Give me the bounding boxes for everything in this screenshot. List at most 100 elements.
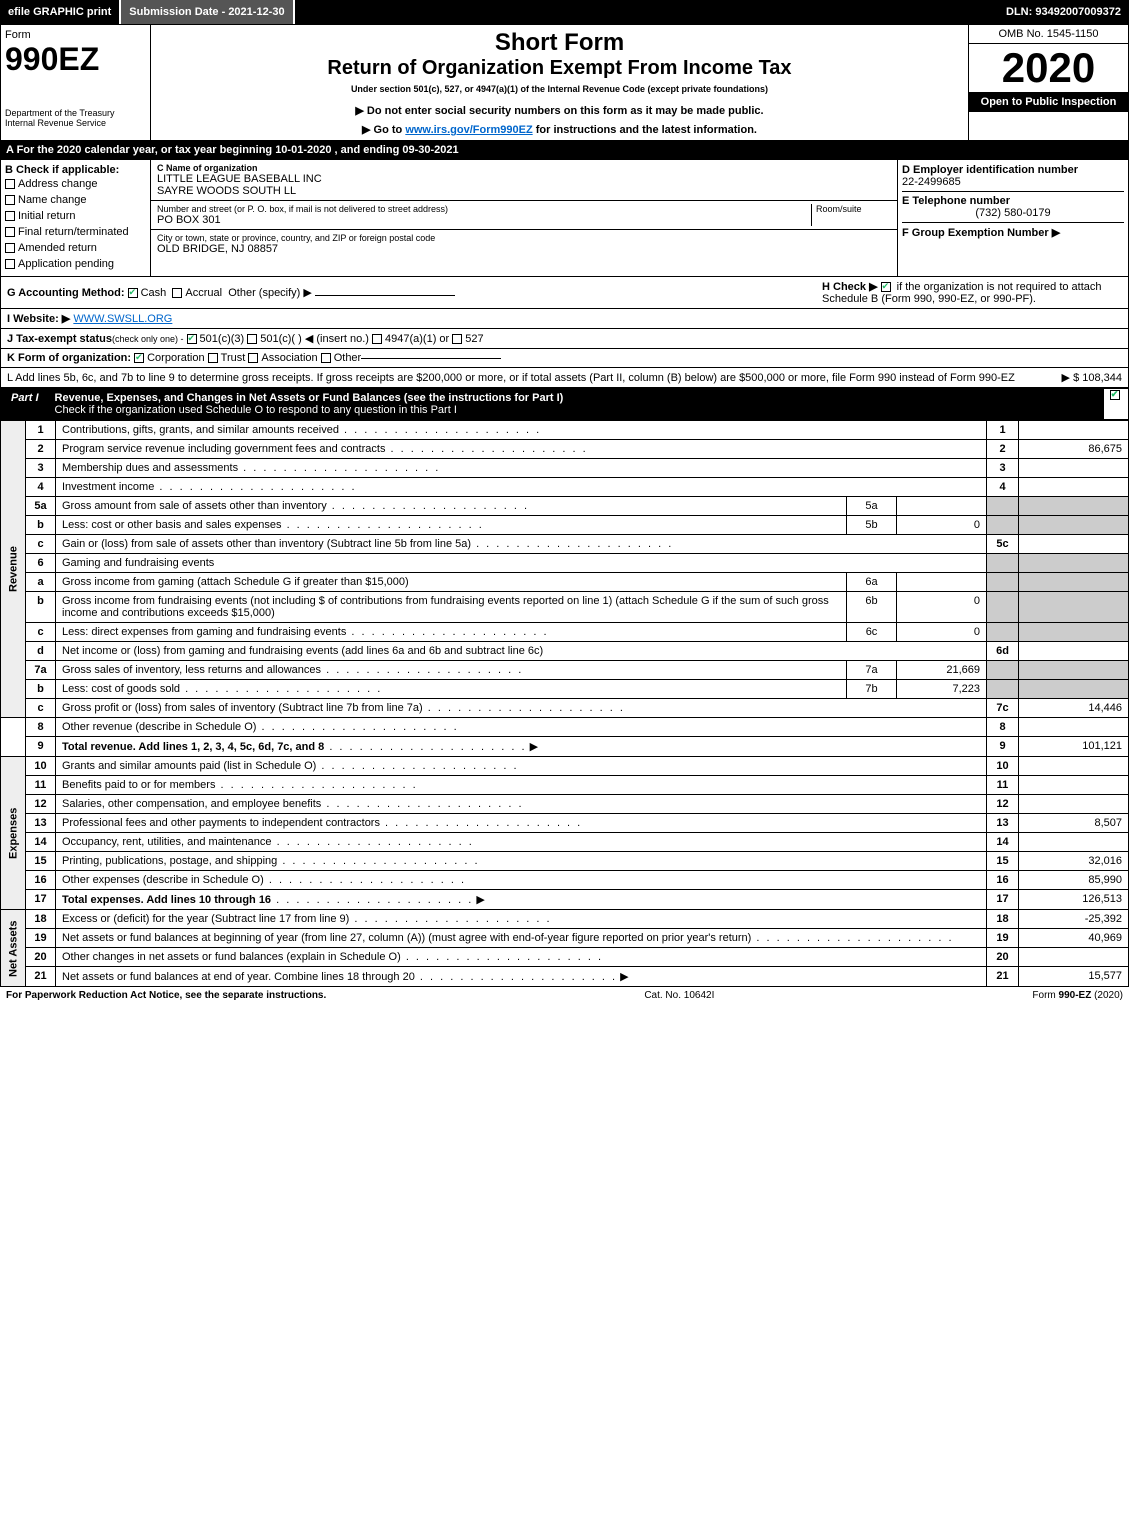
sub-idx: 6c: [847, 623, 897, 642]
sub-idx: 5b: [847, 516, 897, 535]
row-desc: Occupancy, rent, utilities, and maintena…: [62, 836, 474, 848]
row-val: [1019, 459, 1129, 478]
ssn-note: ▶ Do not enter social security numbers o…: [155, 104, 964, 117]
row-val: [1019, 718, 1129, 737]
netassets-side-label: Net Assets: [1, 910, 26, 987]
row-desc: Less: cost or other basis and sales expe…: [62, 519, 484, 531]
row-val: [1019, 757, 1129, 776]
501c3-label: 501(c)(3): [200, 333, 245, 345]
row-val: [1019, 948, 1129, 967]
527-checkbox[interactable]: [452, 334, 462, 344]
row-val: [1019, 421, 1129, 440]
g-label: G Accounting Method:: [7, 287, 125, 299]
website-link[interactable]: WWW.SWSLL.ORG: [73, 313, 172, 325]
form-number: 990EZ: [5, 41, 146, 78]
c-name-label: C Name of organization: [157, 163, 891, 173]
check-label: Application pending: [18, 258, 114, 270]
row-desc: Other changes in net assets or fund bala…: [62, 951, 603, 963]
row-idx: 6d: [987, 642, 1019, 661]
shade-cell: [1019, 661, 1129, 680]
row-idx: 21: [987, 967, 1019, 987]
row-num: 17: [26, 890, 56, 910]
check-name-change[interactable]: Name change: [5, 192, 146, 208]
accrual-checkbox[interactable]: [172, 288, 182, 298]
4947-checkbox[interactable]: [372, 334, 382, 344]
row-idx: 13: [987, 814, 1019, 833]
row-num: 21: [26, 967, 56, 987]
irs-label: Internal Revenue Service: [5, 118, 146, 128]
501c-checkbox[interactable]: [247, 334, 257, 344]
row-num: c: [26, 623, 56, 642]
part1-num: Part I: [1, 389, 49, 419]
part1-checknote: Check if the organization used Schedule …: [55, 404, 457, 416]
efile-print-label[interactable]: efile GRAPHIC print: [0, 0, 121, 24]
check-address-change[interactable]: Address change: [5, 176, 146, 192]
row-num: a: [26, 573, 56, 592]
shade-cell: [1019, 573, 1129, 592]
row-desc: Professional fees and other payments to …: [62, 817, 582, 829]
k-label: K Form of organization:: [7, 352, 131, 364]
check-label: Amended return: [18, 242, 97, 254]
check-final-return[interactable]: Final return/terminated: [5, 224, 146, 240]
row-num: 9: [26, 737, 56, 757]
check-application-pending[interactable]: Application pending: [5, 256, 146, 272]
row-desc: Gross income from gaming (attach Schedul…: [56, 573, 847, 592]
dln-label: DLN: 93492007009372: [998, 0, 1129, 24]
row-val: [1019, 795, 1129, 814]
cash-label: Cash: [141, 287, 167, 299]
phone-value: (732) 580-0179: [902, 207, 1124, 223]
row-num: 1: [26, 421, 56, 440]
omb-number: OMB No. 1545-1150: [969, 25, 1128, 44]
sub-val: 7,223: [897, 680, 987, 699]
row-num: b: [26, 680, 56, 699]
tax-exempt-line: J Tax-exempt status (check only one) - 5…: [0, 329, 1129, 349]
shade-cell: [987, 623, 1019, 642]
row-idx: 7c: [987, 699, 1019, 718]
accrual-label: Accrual: [185, 287, 222, 299]
check-label: Address change: [18, 178, 98, 190]
shade-cell: [987, 573, 1019, 592]
row-idx: 18: [987, 910, 1019, 929]
check-amended-return[interactable]: Amended return: [5, 240, 146, 256]
row-idx: 14: [987, 833, 1019, 852]
assoc-checkbox[interactable]: [248, 353, 258, 363]
h-checkbox[interactable]: [881, 282, 891, 292]
i-label: I Website: ▶: [7, 312, 70, 325]
org-info-block: B Check if applicable: Address change Na…: [0, 159, 1129, 277]
row-desc: Gross income from fundraising events (no…: [56, 592, 847, 623]
row-num: c: [26, 699, 56, 718]
row-desc: Net assets or fund balances at end of ye…: [62, 971, 617, 983]
row-num: 8: [26, 718, 56, 737]
501c3-checkbox[interactable]: [187, 334, 197, 344]
row-num: 19: [26, 929, 56, 948]
sub-idx: 7a: [847, 661, 897, 680]
row-desc: Less: cost of goods sold: [62, 683, 382, 695]
row-val: 85,990: [1019, 871, 1129, 890]
shade-cell: [1019, 680, 1129, 699]
row-desc: Program service revenue including govern…: [62, 443, 588, 455]
irs-link[interactable]: www.irs.gov/Form990EZ: [405, 124, 532, 136]
row-desc: Gaming and fundraising events: [56, 554, 987, 573]
assoc-label: Association: [261, 352, 317, 364]
row-desc: Investment income: [62, 481, 357, 493]
org-name-1: LITTLE LEAGUE BASEBALL INC: [157, 173, 891, 185]
row-idx: 11: [987, 776, 1019, 795]
check-label: Final return/terminated: [18, 226, 129, 238]
527-label: 527: [465, 333, 483, 345]
cash-checkbox[interactable]: [128, 288, 138, 298]
shade-cell: [1019, 516, 1129, 535]
trust-checkbox[interactable]: [208, 353, 218, 363]
row-num: 12: [26, 795, 56, 814]
trust-label: Trust: [221, 352, 246, 364]
corp-checkbox[interactable]: [134, 353, 144, 363]
part1-schedo-check[interactable]: [1104, 389, 1128, 419]
org-city: OLD BRIDGE, NJ 08857: [157, 243, 891, 255]
row-num: 15: [26, 852, 56, 871]
other-org-checkbox[interactable]: [321, 353, 331, 363]
check-initial-return[interactable]: Initial return: [5, 208, 146, 224]
accounting-method-line: G Accounting Method: Cash Accrual Other …: [0, 277, 1129, 309]
revenue-side-label: Revenue: [1, 421, 26, 718]
row-num: c: [26, 535, 56, 554]
row-idx: 17: [987, 890, 1019, 910]
row-desc: Excess or (deficit) for the year (Subtra…: [62, 913, 552, 925]
